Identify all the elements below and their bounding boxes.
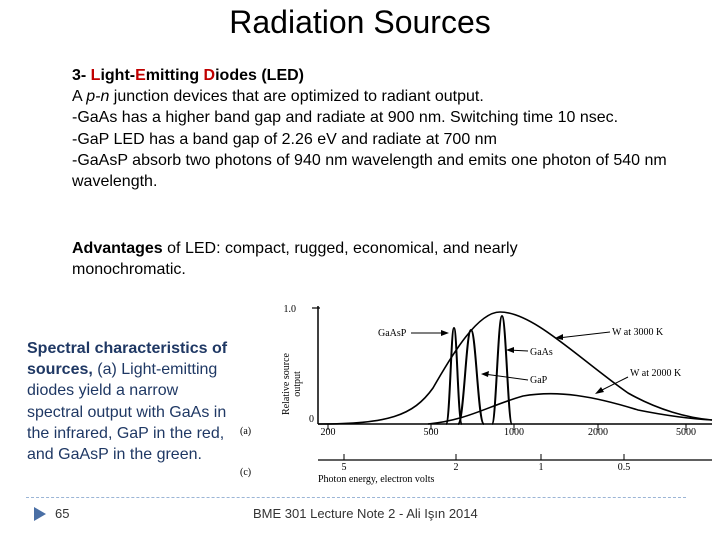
wl-tick-5000: 5000 — [676, 427, 696, 438]
caption-text: (a) Light-emitting diodes yield a narrow… — [27, 361, 227, 464]
panel-label-a: (a) — [240, 426, 251, 437]
pn-italic: p-n — [86, 88, 110, 106]
slide-title: Radiation Sources — [229, 4, 491, 40]
arrow-gap — [481, 371, 489, 377]
footer-divider — [26, 497, 686, 498]
label-gap: GaP — [530, 375, 548, 386]
arrow-gaasp — [441, 330, 449, 336]
arrow-w3000 — [555, 334, 563, 340]
gaas-peak — [491, 314, 513, 425]
footer-arrow-icon — [34, 507, 46, 521]
gaas-line: -GaAs has a higher band gap and radiate … — [72, 109, 619, 127]
gaasp-peak — [445, 326, 463, 425]
w2000-curve — [427, 392, 713, 425]
gap-peak — [457, 328, 485, 425]
energy-ticks: 5 2 1 0.5 — [342, 454, 631, 473]
advantages-text: of LED: compact, rugged, economical, and… — [72, 240, 518, 279]
label-w2000: W at 2000 K — [630, 368, 682, 379]
caption-bold: Spectral characteristics of sources, — [27, 340, 228, 379]
pn-junction-line: A p-n junction devices that are optimize… — [72, 86, 702, 107]
figure-caption: Spectral characteristics of sources, (a)… — [27, 338, 237, 465]
line2-b: junction devices that are optimized to r… — [109, 88, 484, 106]
arrow-w2000 — [595, 387, 604, 394]
y-axis-label-2: output — [292, 371, 303, 397]
heading-part3: iodes (LED) — [215, 67, 304, 84]
heading-part2: mitting — [145, 67, 204, 84]
advantages-paragraph: Advantages of LED: compact, rugged, econ… — [72, 238, 632, 280]
heading-prefix: 3- — [72, 67, 91, 84]
heading-part1: ight- — [100, 67, 136, 84]
gap-line: -GaP LED has a band gap of 2.26 eV and r… — [72, 130, 497, 148]
line2-a: A — [72, 88, 87, 106]
en-tick-1: 1 — [539, 462, 544, 473]
advantages-label: Advantages — [72, 240, 163, 257]
led-heading: 3- Light-Emitting Diodes (LED) — [72, 65, 702, 86]
intro-text-block: 3- Light-Emitting Diodes (LED) A p-n jun… — [72, 65, 702, 192]
y-axis-label: Relative source — [281, 352, 292, 414]
en-tick-0.5: 0.5 — [618, 462, 631, 473]
label-gaas: GaAs — [530, 347, 553, 358]
wl-tick-1000: 1000 — [504, 427, 524, 438]
heading-letter-e: E — [135, 67, 146, 84]
leader-w3000 — [557, 331, 611, 339]
wl-tick-200: 200 — [321, 427, 336, 438]
y-tick-1: 1.0 — [284, 304, 297, 315]
label-w3000: W at 3000 K — [612, 327, 664, 338]
spectral-figure: Relative source output 1.0 0 GaAsP GaAs … — [240, 304, 713, 485]
en-tick-2: 2 — [454, 462, 459, 473]
footer-text: BME 301 Lecture Note 2 - Ali Işın 2014 — [253, 506, 478, 521]
en-tick-5: 5 — [342, 462, 347, 473]
leader-gap — [483, 373, 529, 381]
wavelength-ticks: 200 500 1000 2000 5000 — [321, 424, 696, 438]
label-gaasp: GaAsP — [378, 328, 407, 339]
gaasp-line: -GaAsP absorb two photons of 940 nm wave… — [72, 151, 667, 191]
wl-tick-2000: 2000 — [588, 427, 608, 438]
w3000-curve — [317, 311, 713, 425]
arrow-gaas — [506, 347, 514, 353]
heading-letter-d: D — [203, 67, 216, 84]
heading-letter-l: L — [90, 67, 101, 84]
wl-tick-500: 500 — [424, 427, 439, 438]
panel-label-c: (c) — [240, 467, 251, 478]
page-number: 65 — [55, 506, 70, 521]
leader-w2000 — [597, 376, 629, 393]
y-tick-0: 0 — [309, 414, 314, 425]
x-axis-label: Photon energy, electron volts — [318, 474, 434, 485]
